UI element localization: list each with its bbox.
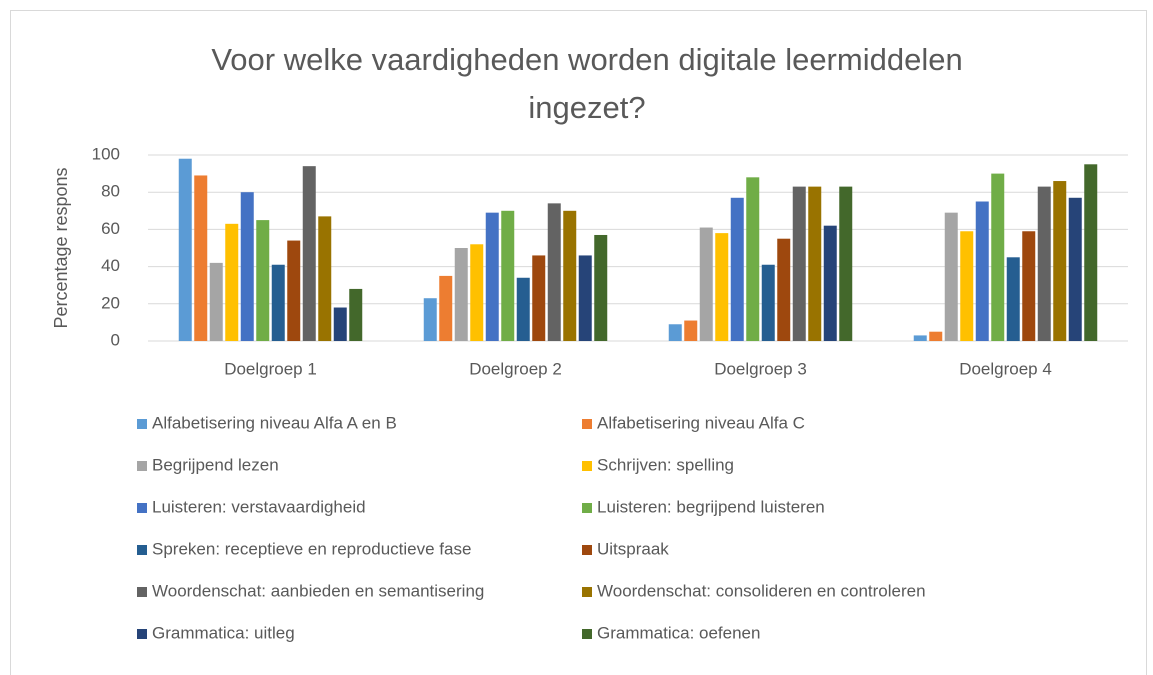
legend-label: Woordenschat: aanbieden en semantisering	[152, 581, 484, 600]
legend-label: Spreken: receptieve en reproductieve fas…	[152, 539, 471, 558]
bar	[485, 212, 499, 341]
legend-swatch	[582, 629, 592, 639]
chart-frame	[10, 10, 1147, 675]
legend-swatch	[137, 503, 147, 513]
y-tick-label: 20	[101, 293, 120, 312]
legend-swatch	[582, 461, 592, 471]
bar	[333, 307, 347, 341]
bar	[792, 186, 806, 341]
legend-swatch	[582, 503, 592, 513]
bar	[730, 197, 744, 341]
bar	[1053, 181, 1067, 341]
bar	[944, 212, 958, 341]
bar	[594, 234, 608, 341]
legend-swatch	[137, 629, 147, 639]
x-tick-label: Doelgroep 1	[224, 359, 317, 378]
bar	[439, 275, 453, 341]
bar	[578, 255, 592, 341]
bar	[547, 203, 561, 341]
x-tick-label: Doelgroep 4	[959, 359, 1052, 378]
legend-swatch	[137, 461, 147, 471]
bar	[516, 277, 530, 341]
bar	[975, 201, 989, 341]
bar	[991, 173, 1005, 341]
bar	[1022, 231, 1036, 341]
y-tick-label: 0	[111, 330, 120, 349]
legend-swatch	[137, 545, 147, 555]
y-tick-label: 40	[101, 256, 120, 275]
bar	[1068, 197, 1082, 341]
bar	[823, 225, 837, 341]
bar	[715, 233, 729, 341]
bar	[960, 231, 974, 341]
chart-title: Voor welke vaardigheden worden digitale …	[211, 42, 962, 125]
legend-label: Grammatica: oefenen	[597, 623, 760, 642]
bar	[302, 166, 316, 341]
y-tick-label: 100	[92, 144, 120, 163]
bar	[777, 238, 791, 341]
bar	[318, 216, 332, 341]
bar	[563, 210, 577, 341]
legend-label: Grammatica: uitleg	[152, 623, 295, 642]
bar	[684, 320, 698, 341]
bar	[225, 223, 239, 341]
bar	[1037, 186, 1051, 341]
legend-label: Luisteren: verstavaardigheid	[152, 497, 366, 516]
bar	[761, 264, 775, 341]
x-tick-label: Doelgroep 3	[714, 359, 807, 378]
bar	[256, 220, 270, 341]
legend-swatch	[582, 545, 592, 555]
bar	[194, 175, 208, 341]
y-tick-label: 60	[101, 219, 120, 238]
bar	[913, 335, 927, 341]
bar	[287, 240, 301, 341]
y-axis-label: Percentage respons	[51, 167, 71, 328]
bar	[501, 210, 515, 341]
bar	[808, 186, 822, 341]
bar	[209, 262, 223, 341]
legend-label: Schrijven: spelling	[597, 455, 734, 474]
bar	[699, 227, 713, 341]
legend-swatch	[582, 419, 592, 429]
legend-label: Begrijpend lezen	[152, 455, 279, 474]
bar	[1006, 257, 1020, 341]
bar	[746, 177, 760, 341]
x-tick-label: Doelgroep 2	[469, 359, 562, 378]
bar	[839, 186, 853, 341]
bar	[668, 324, 682, 341]
legend-label: Alfabetisering niveau Alfa C	[597, 413, 805, 432]
bar	[1084, 164, 1098, 341]
legend-label: Woordenschat: consolideren en controlere…	[597, 581, 926, 600]
bar	[929, 331, 943, 341]
legend-label: Luisteren: begrijpend luisteren	[597, 497, 825, 516]
bar	[271, 264, 285, 341]
bar	[423, 298, 437, 341]
legend-swatch	[582, 587, 592, 597]
bar	[178, 158, 192, 341]
bar	[349, 288, 363, 341]
bar	[454, 248, 468, 341]
bar	[470, 244, 484, 341]
legend-label: Alfabetisering niveau Alfa A en B	[152, 413, 397, 432]
y-tick-label: 80	[101, 182, 120, 201]
bar	[532, 255, 546, 341]
bar	[240, 192, 254, 341]
legend-label: Uitspraak	[597, 539, 669, 558]
legend-swatch	[137, 419, 147, 429]
legend-swatch	[137, 587, 147, 597]
